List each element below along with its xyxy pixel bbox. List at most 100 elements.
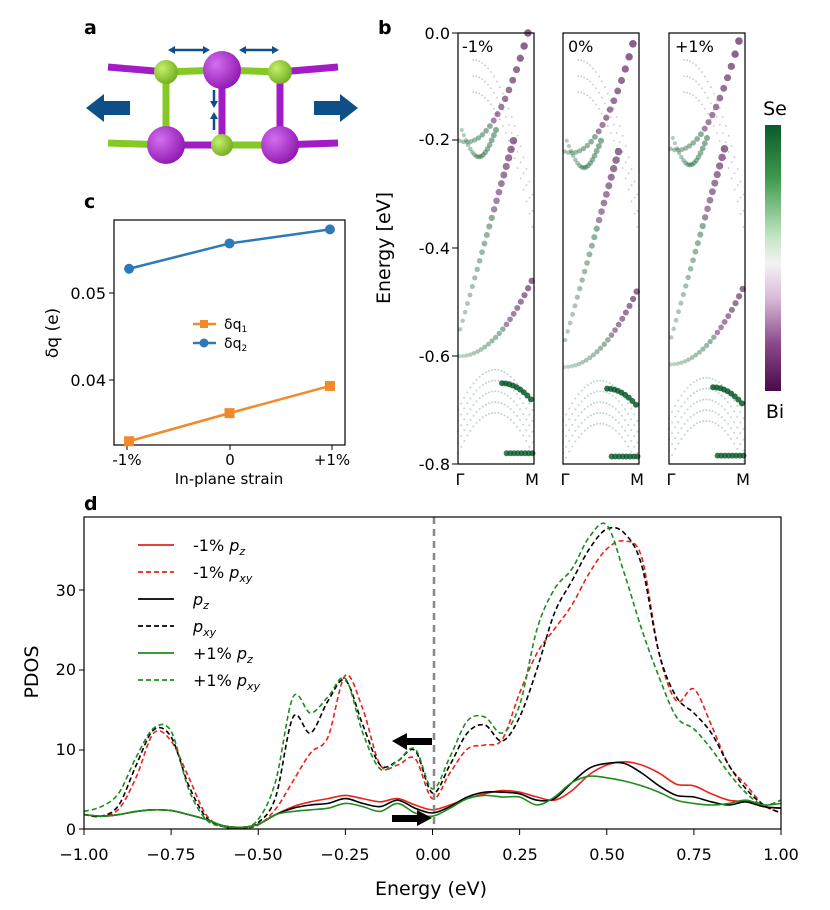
band-dot: [610, 97, 618, 105]
band-dot: [725, 313, 732, 320]
band-dot: [686, 397, 689, 400]
band-dot: [624, 419, 627, 422]
band-dot: [567, 320, 573, 326]
band-dot: [466, 402, 469, 405]
band-dot: [483, 232, 490, 239]
band-dot: [692, 392, 695, 395]
band-dot: [705, 419, 708, 422]
band-dot: [592, 99, 594, 102]
band-dot: [603, 114, 610, 121]
band-dot: [599, 379, 602, 382]
band-dot: [491, 379, 494, 382]
band-dot: [528, 180, 531, 183]
band-dot: [701, 140, 708, 147]
band-dot: [620, 404, 623, 407]
band-dot: [738, 400, 745, 407]
band-dot: [736, 426, 739, 429]
band-dot: [576, 361, 582, 367]
band-dot: [472, 414, 475, 417]
band-dot: [712, 92, 715, 95]
band-dot: [460, 434, 463, 437]
band-dot: [463, 407, 466, 410]
band-dot: [593, 423, 596, 426]
band-dot: [605, 402, 608, 405]
band-dot: [708, 420, 711, 423]
band-dot: [695, 96, 697, 99]
band-dot: [709, 111, 716, 119]
band-dot: [510, 310, 517, 317]
band-dot: [516, 134, 519, 137]
band-dot: [516, 167, 519, 169]
band-dot: [602, 412, 605, 415]
band-dot: [711, 410, 714, 413]
band-dot: [522, 391, 525, 394]
legend-label: -1% pxy: [193, 563, 253, 585]
band-dot: [483, 128, 489, 134]
band-dot: [577, 91, 580, 94]
band-dot: [484, 80, 486, 83]
band-dot: [609, 115, 612, 118]
band-dot: [715, 162, 724, 170]
band-dot: [735, 37, 743, 45]
subpanel-title: -1%: [462, 37, 493, 56]
band-dot: [516, 150, 519, 153]
band-dot: [568, 429, 571, 432]
band-dot: [716, 94, 724, 102]
panel-d-series: [83, 522, 782, 830]
band-dot: [503, 392, 506, 395]
band-dot: [702, 409, 705, 412]
d-ytick: 0: [66, 820, 76, 839]
band-dot: [736, 447, 739, 450]
data-point: [224, 238, 235, 249]
band-dot: [742, 226, 745, 228]
band-dot: [705, 409, 708, 412]
band-dot: [720, 426, 723, 429]
band-dot: [736, 415, 739, 418]
band-dot: [472, 393, 475, 396]
band-dot: [475, 135, 482, 141]
band-dot: [674, 146, 680, 151]
band-dot: [525, 184, 528, 187]
band-dot: [679, 147, 685, 153]
band-dot: [707, 112, 709, 115]
band-dot: [490, 71, 492, 73]
band-dot: [575, 160, 580, 166]
band-dot: [583, 92, 586, 95]
d-xtick: −0.50: [233, 845, 282, 864]
band-dot: [671, 421, 674, 424]
band-dot: [733, 431, 736, 434]
colorbar-top-label: Se: [763, 98, 787, 120]
band-dot: [506, 394, 509, 397]
band-dot: [490, 117, 497, 124]
band-dot: [720, 145, 729, 153]
band-dot: [593, 380, 596, 383]
panel-d-ylabel: PDOS: [21, 645, 43, 698]
band-dot: [577, 59, 580, 61]
data-point: [224, 408, 235, 419]
band-dot: [617, 400, 620, 403]
band-dot: [580, 360, 585, 365]
band-dot: [707, 96, 709, 99]
band-dot: [514, 305, 521, 311]
band-dot: [615, 321, 622, 328]
band-dot: [717, 392, 720, 395]
band-dot: [701, 103, 703, 106]
band-dot: [712, 103, 720, 111]
band-dot: [566, 143, 571, 149]
band-dot: [589, 414, 592, 417]
band-dot: [601, 341, 607, 347]
band-dot: [683, 412, 686, 415]
band-dot: [633, 413, 636, 416]
band-dot: [739, 453, 742, 456]
band-dot: [620, 393, 623, 396]
band-dot: [516, 54, 524, 62]
band-dot: [742, 193, 745, 196]
band-dot: [577, 393, 580, 396]
band-dot: [585, 163, 591, 169]
band-subpanel-plus1: +1% Γ M: [667, 32, 750, 489]
band-dot: [735, 396, 742, 403]
band-dot: [630, 439, 633, 442]
band-dot: [676, 309, 681, 315]
band-dot: [460, 318, 465, 324]
band-dot: [633, 434, 636, 437]
